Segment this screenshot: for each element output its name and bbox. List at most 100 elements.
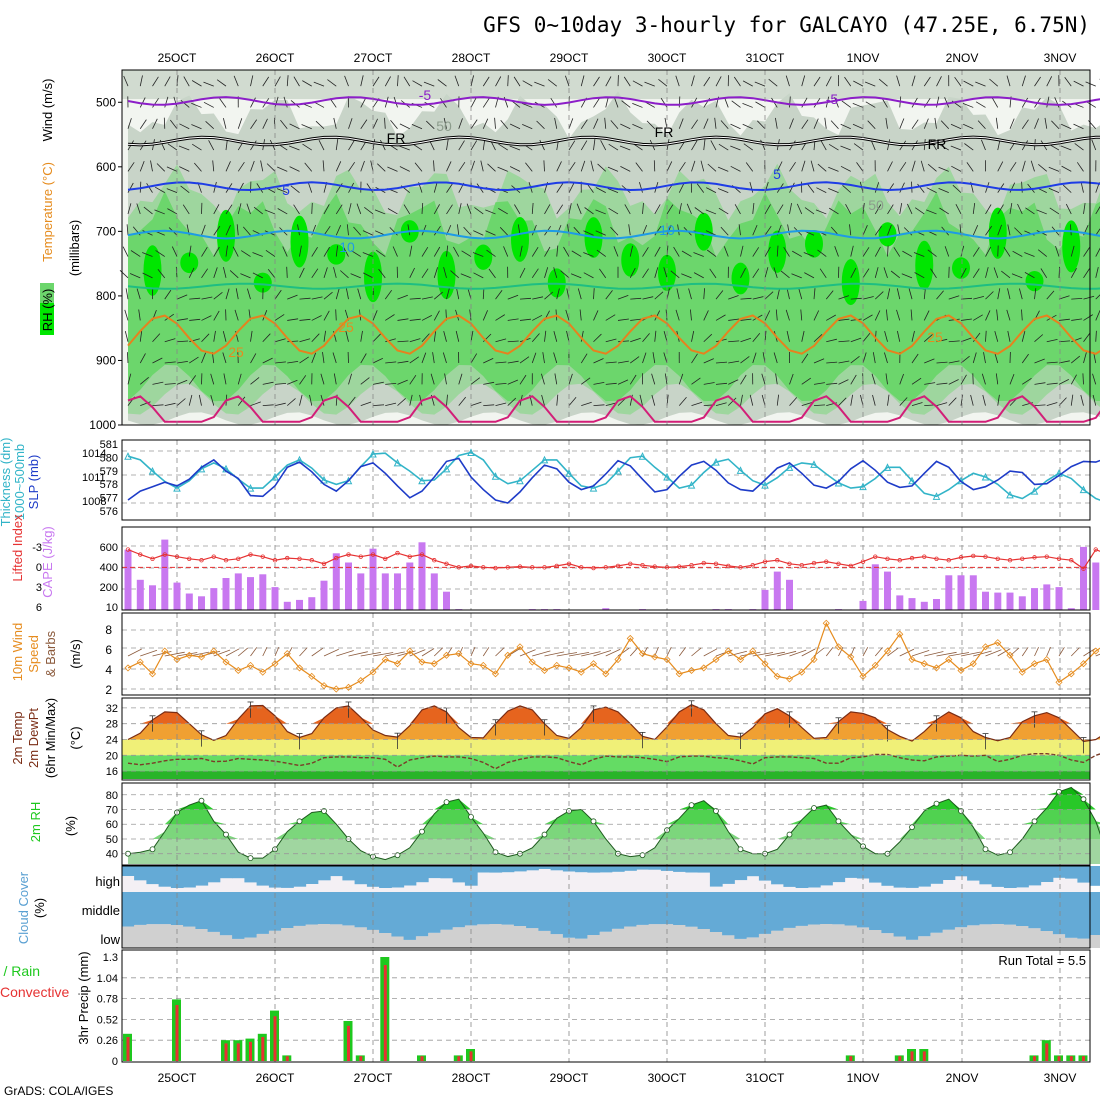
wind10m-barb xyxy=(409,649,426,657)
wind-barb xyxy=(887,139,891,151)
wind-barb xyxy=(544,246,551,257)
wind-barb xyxy=(287,340,299,343)
cloud-high xyxy=(844,866,858,878)
cape-bar xyxy=(896,595,904,610)
wind-barb xyxy=(556,204,564,215)
cloud-low-blue xyxy=(1040,922,1054,931)
wind-barb xyxy=(983,352,986,364)
wind-barb xyxy=(433,225,441,236)
wind-barb xyxy=(311,246,318,257)
wind-barb xyxy=(828,166,839,172)
li-marker xyxy=(432,558,437,563)
wind-barb xyxy=(483,358,494,364)
wind-barb xyxy=(678,203,682,215)
wind-barb xyxy=(849,224,852,236)
wind-barb xyxy=(936,290,944,300)
cape-bar xyxy=(345,562,352,610)
li-marker xyxy=(1069,558,1074,563)
cloud-low-blue xyxy=(697,922,711,929)
cloud-low-blue xyxy=(366,922,380,930)
minmax-axis-label: (6hr Min/Max) xyxy=(43,698,58,778)
wind-barb xyxy=(723,246,729,257)
wind-barb xyxy=(1034,358,1045,364)
wind-barb xyxy=(813,76,821,87)
wind10m-marker xyxy=(491,670,500,678)
wind-barb xyxy=(605,402,617,407)
wind-barb xyxy=(507,75,509,87)
wind-barb xyxy=(213,330,216,342)
cloud-middle xyxy=(501,892,515,922)
wind-barb xyxy=(201,246,208,257)
temp-tick: 28 xyxy=(106,719,118,731)
wind-barb xyxy=(985,246,992,257)
cloud-low-blue xyxy=(1089,922,1100,935)
wind10m-barb xyxy=(385,651,405,657)
wind-barb xyxy=(277,166,288,172)
cloud-middle xyxy=(232,892,245,922)
wind-barb xyxy=(642,247,649,257)
rh-area-band xyxy=(128,787,1100,810)
cape-bar xyxy=(994,592,1002,610)
wind-barb xyxy=(1040,268,1048,279)
top-date-tick: 25OCT xyxy=(158,51,197,65)
wind-barb xyxy=(693,272,704,279)
cloud-low xyxy=(305,924,319,948)
wind-barb xyxy=(590,160,594,172)
wind-barb xyxy=(966,162,974,172)
wind10m-barb xyxy=(421,648,435,657)
rh-marker xyxy=(590,818,597,825)
wind-barb xyxy=(608,143,619,151)
bottom-date-tick: 29OCT xyxy=(550,1071,589,1085)
cloud-low-blue xyxy=(1052,922,1066,935)
wind-barb xyxy=(792,250,802,257)
wind-barb xyxy=(864,81,876,87)
wind-barb xyxy=(584,207,594,215)
wind-barb xyxy=(706,187,717,193)
wind-barb xyxy=(617,295,629,300)
cloud-high xyxy=(893,866,907,888)
wind-barb xyxy=(874,246,881,257)
wind-barb xyxy=(936,96,940,108)
wind10m-marker xyxy=(479,661,487,669)
cloud-high xyxy=(697,866,711,873)
wind-barb xyxy=(498,208,508,215)
wind-barb xyxy=(474,207,484,215)
wind10m-marker xyxy=(234,666,242,675)
cloud-middle xyxy=(685,892,699,922)
wind-barb xyxy=(828,143,839,151)
li-marker xyxy=(873,554,878,559)
wind-barb xyxy=(414,162,423,172)
thickness-tick: 578 xyxy=(100,479,118,491)
precip-conv-bar xyxy=(224,1043,228,1061)
li-marker xyxy=(787,561,792,566)
wind-barb xyxy=(608,207,619,215)
wind-barb xyxy=(1034,76,1041,87)
cloud-high xyxy=(624,866,637,871)
wind-barb xyxy=(593,310,599,321)
wind-barb xyxy=(139,353,146,364)
wind-barb xyxy=(469,309,472,321)
temp-unit-label: (°C) xyxy=(68,726,83,749)
wind-barb xyxy=(446,204,453,215)
wind-barb xyxy=(225,204,233,215)
li-marker xyxy=(726,563,731,569)
li-marker xyxy=(505,565,510,570)
wind-barb xyxy=(654,310,661,321)
wind-barb xyxy=(566,330,570,342)
wind-barb xyxy=(728,318,740,321)
cape-bar xyxy=(247,577,254,610)
thickness-marker xyxy=(859,482,867,491)
wind10m-barb xyxy=(507,648,521,657)
wind-barb xyxy=(786,330,790,342)
rh-marker xyxy=(933,800,940,807)
wind-barb xyxy=(1034,334,1044,343)
wind10m-marker xyxy=(381,655,389,664)
wind-barb xyxy=(156,163,166,172)
wind-barb xyxy=(654,291,664,300)
wind-barb xyxy=(678,397,687,406)
wind-barb xyxy=(1003,247,1011,257)
wind-barb xyxy=(973,314,983,321)
wind10m-marker xyxy=(932,664,941,672)
rh-band-80 xyxy=(128,191,1100,402)
wind10m-barb xyxy=(213,649,231,657)
